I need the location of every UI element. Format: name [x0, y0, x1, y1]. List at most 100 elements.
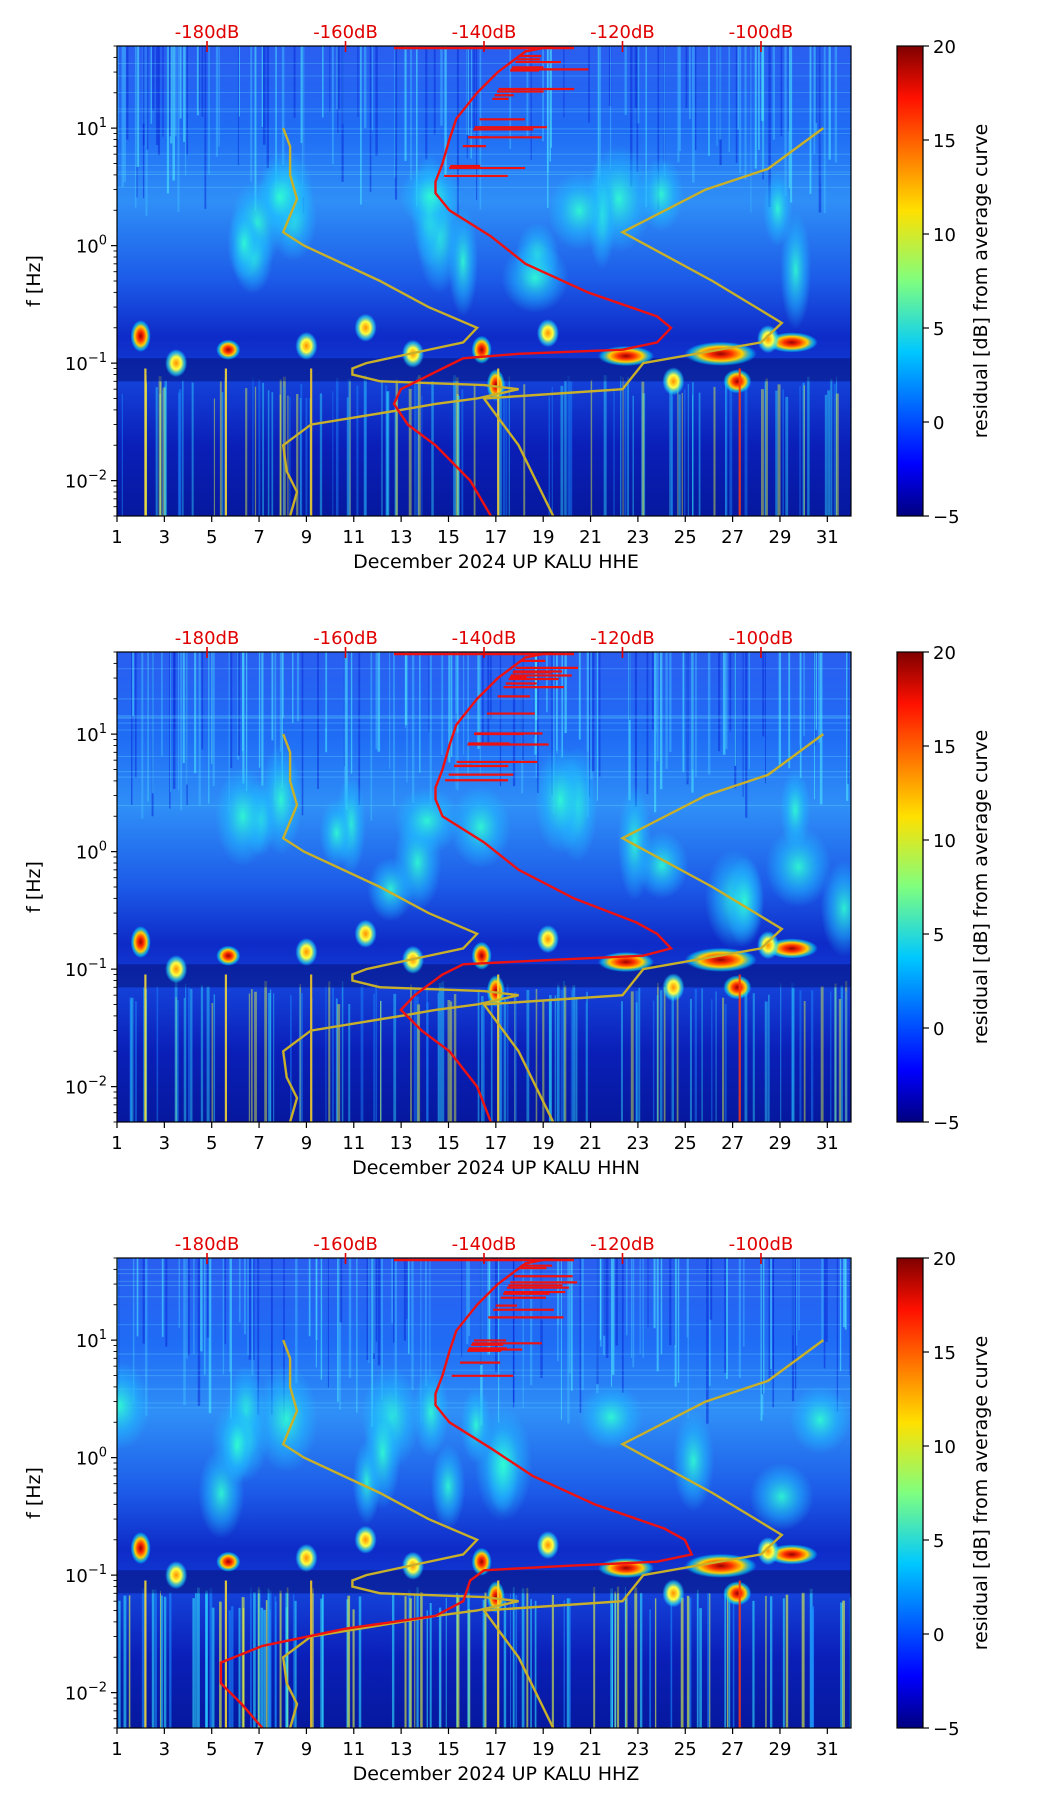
microseism-blob [638, 156, 684, 232]
db-tick-label: -180dB [175, 22, 240, 43]
warm-spot [536, 925, 559, 954]
x-tick-label: 27 [721, 527, 744, 548]
x-tick-label: 9 [301, 1133, 312, 1154]
warm-spot [165, 955, 188, 984]
colorbar-tick-label: 20 [933, 37, 956, 58]
warm-spot [295, 937, 318, 966]
storm-hotspot [723, 975, 752, 1000]
x-tick-label: 7 [253, 527, 264, 548]
db-tick-label: -160dB [313, 22, 378, 43]
x-tick-label: 19 [532, 527, 555, 548]
colorbar-tick-label: −5 [933, 507, 960, 528]
x-axis-label: December 2024 UP KALU HHE [353, 551, 639, 573]
x-tick-label: 13 [390, 1133, 413, 1154]
microseism-blob [254, 1365, 318, 1473]
mean-psd-curve [392, 46, 673, 516]
colorbar-tick-label: 15 [933, 737, 956, 758]
colorbar-label: residual [dB] from average curve [970, 124, 992, 439]
microseism-blob [258, 163, 302, 232]
colorbar-tick-label: 10 [933, 831, 956, 852]
x-tick-label: 15 [437, 1133, 460, 1154]
y-tick-label: 100 [76, 1446, 107, 1470]
db-tick-label: -140dB [452, 628, 517, 649]
db-tick-label: -140dB [452, 1234, 517, 1255]
microseism-blob [221, 1407, 253, 1483]
x-tick-label: 9 [301, 1739, 312, 1760]
microseism-blob [364, 1396, 401, 1509]
microseism-blob [820, 860, 851, 957]
y-tick-label: 100 [76, 840, 107, 864]
microseism-blob [547, 171, 611, 250]
spectrogram-area [117, 46, 851, 516]
colorbar-tick-label: 5 [933, 319, 944, 340]
warm-spot [295, 331, 318, 360]
db-tick-label: -120dB [590, 22, 655, 43]
db-tick-label: -180dB [175, 1234, 240, 1255]
microseism-blob [227, 204, 262, 282]
x-tick-label: 31 [816, 1739, 839, 1760]
microseism-blob [762, 170, 793, 247]
mean-psd-curve [399, 652, 674, 1122]
y-tick-label: 10−1 [65, 957, 107, 981]
warm-spot [662, 973, 685, 1002]
microseism-blob [578, 1384, 644, 1451]
x-tick-label: 19 [532, 1133, 555, 1154]
microseism-blob [430, 1443, 466, 1530]
y-tick-label: 10−1 [65, 351, 107, 375]
warm-spot [662, 1579, 685, 1608]
x-tick-label: 25 [674, 1739, 697, 1760]
storm-hotspot [471, 335, 492, 364]
storm-hotspot [130, 926, 151, 959]
warm-spot [662, 367, 685, 396]
warm-spot [295, 1543, 318, 1572]
db-tick-label: -100dB [729, 1234, 794, 1255]
x-tick-label: 5 [206, 527, 217, 548]
spectrogram-area [117, 1258, 851, 1728]
colorbar-tick-label: 5 [933, 925, 944, 946]
db-tick-label: -100dB [729, 628, 794, 649]
y-tick-label: 10−2 [65, 1681, 107, 1705]
colorbar-tick-label: 10 [933, 1437, 956, 1458]
x-tick-label: 15 [437, 527, 460, 548]
microseism-blob [725, 856, 764, 948]
y-tick-label: 100 [76, 234, 107, 258]
x-tick-label: 7 [253, 1133, 264, 1154]
nhnm-curve [481, 127, 825, 516]
x-tick-label: 25 [674, 1133, 697, 1154]
spectrogram-area [117, 652, 851, 1122]
x-axis-label: December 2024 UP KALU HHN [352, 1157, 640, 1179]
x-tick-label: 27 [721, 1739, 744, 1760]
x-tick-label: 23 [626, 1739, 649, 1760]
microseism-blob [399, 164, 463, 229]
x-tick-label: 21 [579, 527, 602, 548]
colorbar-tick-label: −5 [933, 1719, 960, 1740]
colorbar-tick-label: 0 [933, 1019, 944, 1040]
storm-hotspot [216, 1551, 241, 1572]
x-tick-label: 21 [579, 1739, 602, 1760]
warm-spot [536, 1531, 559, 1560]
y-tick-label: 101 [76, 1328, 107, 1352]
y-axis-label: f [Hz] [23, 255, 45, 307]
warm-spot [536, 319, 559, 348]
colorbar-tick-label: 0 [933, 413, 944, 434]
colorbar [896, 45, 924, 517]
colorbar-tick-label: 15 [933, 1343, 956, 1364]
db-tick-label: -160dB [313, 1234, 378, 1255]
colorbar-tick-label: 15 [933, 131, 956, 152]
x-tick-label: 17 [484, 1133, 507, 1154]
nlnm-curve [281, 127, 519, 516]
x-tick-label: 1 [111, 1739, 122, 1760]
colorbar-tick-label: 20 [933, 643, 956, 664]
warm-spot [354, 313, 377, 342]
x-tick-label: 13 [390, 527, 413, 548]
x-tick-label: 3 [159, 1133, 170, 1154]
x-tick-label: 1 [111, 527, 122, 548]
nlnm-curve [281, 1339, 519, 1728]
colorbar-tick-label: 10 [933, 225, 956, 246]
db-tick-label: -120dB [590, 1234, 655, 1255]
x-tick-label: 3 [159, 527, 170, 548]
microseism-blob [450, 785, 512, 869]
y-tick-label: 101 [76, 116, 107, 140]
db-tick-label: -100dB [729, 22, 794, 43]
